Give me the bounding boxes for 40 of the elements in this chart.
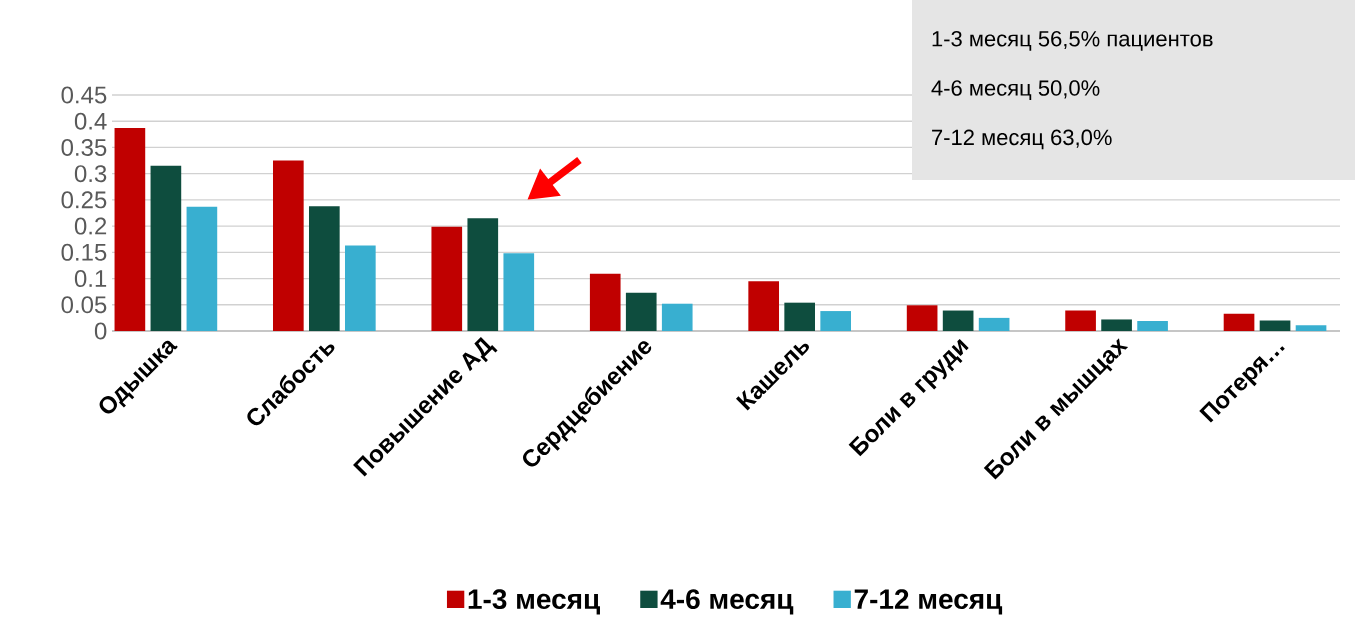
bar xyxy=(1101,319,1132,331)
y-tick-label: 0.3 xyxy=(74,165,107,183)
bar xyxy=(1223,313,1255,331)
bar xyxy=(978,317,1010,331)
y-tick-label: 0 xyxy=(94,322,107,340)
bar xyxy=(1137,321,1168,331)
bar xyxy=(186,206,218,331)
y-tick-label: 0.1 xyxy=(74,270,107,288)
bar xyxy=(345,245,376,331)
text: 1-3 месяц 56,5% пациентов xyxy=(932,30,1213,51)
legend-label: 7-12 месяц xyxy=(854,589,1003,615)
y-tick-label: 0.15 xyxy=(61,243,107,261)
y-tick-label: 0.35 xyxy=(61,138,107,156)
bar xyxy=(1259,320,1291,331)
bar xyxy=(503,253,535,331)
y-tick-label: 0.05 xyxy=(61,296,107,314)
y-tick-label: 0.2 xyxy=(74,217,107,235)
bar xyxy=(114,128,146,331)
bar xyxy=(942,310,974,331)
annotation: 7-12 месяц 63,0% xyxy=(932,129,1112,150)
bar xyxy=(273,160,304,331)
y-tick-label: 0.45 xyxy=(61,86,107,104)
bar xyxy=(784,302,816,331)
bar xyxy=(625,292,657,331)
annotation: 4-6 месяц 50,0% xyxy=(931,80,1100,101)
y-tick-label: 0.4 xyxy=(74,112,107,130)
bar xyxy=(820,311,852,331)
bar xyxy=(1295,325,1327,331)
bar xyxy=(431,226,463,331)
bar xyxy=(150,165,182,331)
legend-label: 4-6 месяц xyxy=(660,589,794,615)
bar xyxy=(589,273,621,331)
legend-label: 1-3 месяц xyxy=(468,589,600,615)
bar xyxy=(309,206,340,331)
y-tick-label: 0.25 xyxy=(61,191,107,209)
bar xyxy=(661,303,693,331)
bar xyxy=(1065,310,1096,331)
bar xyxy=(906,305,938,331)
bar xyxy=(748,281,780,331)
bar xyxy=(467,218,499,331)
